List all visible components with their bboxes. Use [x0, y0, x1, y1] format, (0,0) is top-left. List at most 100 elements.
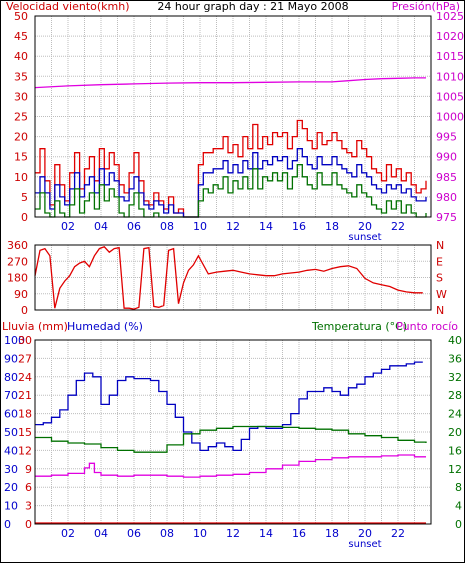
compass-label: N: [436, 304, 444, 317]
x-tick-label: 08: [160, 527, 174, 540]
y2-tick-label: 1005: [436, 90, 464, 103]
series-line: [35, 119, 427, 218]
humidity-tick-label: 30: [4, 463, 18, 476]
y-tick-label: 30: [14, 90, 28, 103]
x-tick-label: 22: [391, 220, 405, 233]
humidity-tick-label: 70: [4, 389, 18, 402]
y-tick-label: 35: [14, 70, 28, 83]
y-tick-label: 0: [21, 304, 28, 317]
x-tick-label: 22: [391, 527, 405, 540]
x-tick-label: 06: [127, 220, 141, 233]
rain-tick-label: 24: [18, 371, 32, 384]
x-tick-label: 10: [193, 527, 207, 540]
x-tick-label: 18: [325, 220, 339, 233]
y-tick-label: 360: [7, 239, 28, 252]
x-tick-label: 12: [226, 220, 240, 233]
x-tick-label: 12: [226, 527, 240, 540]
plot-frame-top: [34, 15, 432, 218]
temperature-axis-title: Temperatura (°C): [311, 320, 407, 333]
series-line: [34, 246, 423, 310]
series-line: [35, 425, 427, 453]
y2-tick-label: 990: [436, 151, 457, 164]
y-tick-label: 20: [14, 131, 28, 144]
compass-label: W: [436, 288, 447, 301]
y2-tick-label: 1025: [436, 10, 464, 23]
y2-tick-label: 1010: [436, 70, 464, 83]
x-tick-label: 14: [259, 220, 273, 233]
plot-frame-top: [34, 244, 432, 311]
y-tick-label: 0: [21, 211, 28, 224]
temp-tick-label: 28: [448, 389, 462, 402]
temp-tick-label: 16: [448, 444, 462, 457]
y2-tick-label: 1015: [436, 50, 464, 63]
x-tick-label: 04: [94, 527, 108, 540]
compass-label: E: [436, 255, 443, 268]
humidity-tick-label: 50: [4, 426, 18, 439]
x-tick-label: 02: [61, 527, 75, 540]
y2-tick-label: 1000: [436, 111, 464, 124]
compass-label: S: [436, 272, 443, 285]
x-tick-label: 04: [94, 220, 108, 233]
y2-tick-label: 980: [436, 191, 457, 204]
temp-tick-label: 4: [455, 500, 462, 513]
humidity-tick-label: 40: [4, 444, 18, 457]
x-tick-label: 14: [259, 527, 273, 540]
series-line: [35, 164, 427, 218]
y2-tick-label: 1020: [436, 30, 464, 43]
x-tick-label: 20: [358, 220, 372, 233]
temp-tick-label: 32: [448, 371, 462, 384]
y2-tick-label: 975: [436, 211, 457, 224]
humidity-tick-label: 100: [4, 334, 25, 347]
sunset-label: sunset: [348, 232, 381, 243]
temp-tick-label: 12: [448, 463, 462, 476]
sunset-label: sunset: [348, 539, 381, 550]
rain-tick-label: 30: [18, 334, 32, 347]
humidity-tick-label: 20: [4, 481, 18, 494]
humidity-tick-label: 90: [4, 352, 18, 365]
y-tick-label: 270: [7, 255, 28, 268]
x-tick-label: 10: [193, 220, 207, 233]
humidity-tick-label: 10: [4, 500, 18, 513]
y-tick-label: 25: [14, 111, 28, 124]
y-tick-label: 10: [14, 171, 28, 184]
x-tick-label: 20: [358, 527, 372, 540]
compass-label: N: [436, 239, 444, 252]
temp-tick-label: 24: [448, 408, 462, 421]
rain-axis-title: Lluvia (mm): [2, 320, 68, 333]
y-tick-label: 40: [14, 50, 28, 63]
chart-title: 24 hour graph day : 21 Mayo 2008: [157, 0, 348, 13]
pressure-axis-title: Presión(hPa): [392, 0, 460, 13]
rain-tick-label: 27: [18, 352, 32, 365]
rain-tick-label: 9: [25, 463, 32, 476]
temp-tick-label: 36: [448, 352, 462, 365]
y2-tick-label: 985: [436, 171, 457, 184]
humidity-tick-label: 60: [4, 408, 18, 421]
rain-tick-label: 6: [25, 481, 32, 494]
x-tick-label: 18: [325, 527, 339, 540]
wind-direction-panel: 0 N 90 W 180 S 270 E 360 N: [7, 239, 447, 317]
x-tick-label: 02: [61, 220, 75, 233]
x-tick-label: 08: [160, 220, 174, 233]
series-line: [35, 454, 426, 478]
y-tick-label: 180: [7, 272, 28, 285]
temp-tick-label: 8: [455, 481, 462, 494]
x-tick-label: 16: [292, 220, 306, 233]
temp-tick-label: 40: [448, 334, 462, 347]
rain-tick-label: 12: [18, 444, 32, 457]
x-tick-label: 06: [127, 527, 141, 540]
series-line: [35, 361, 423, 452]
y-tick-label: 45: [14, 30, 28, 43]
temp-tick-label: 20: [448, 426, 462, 439]
x-tick-label: 16: [292, 527, 306, 540]
wind-axis-title: Velocidad viento(kmh): [6, 0, 130, 13]
rain-tick-label: 21: [18, 389, 32, 402]
y-tick-label: 15: [14, 151, 28, 164]
humidity-tick-label: 0: [4, 518, 11, 531]
rain-tick-label: 3: [25, 500, 32, 513]
series-line: [34, 77, 426, 89]
temp-tick-label: 0: [455, 518, 462, 531]
dewpoint-axis-title: Punto rocío: [396, 320, 458, 333]
humidity-axis-title: Humedad (%): [67, 320, 143, 333]
